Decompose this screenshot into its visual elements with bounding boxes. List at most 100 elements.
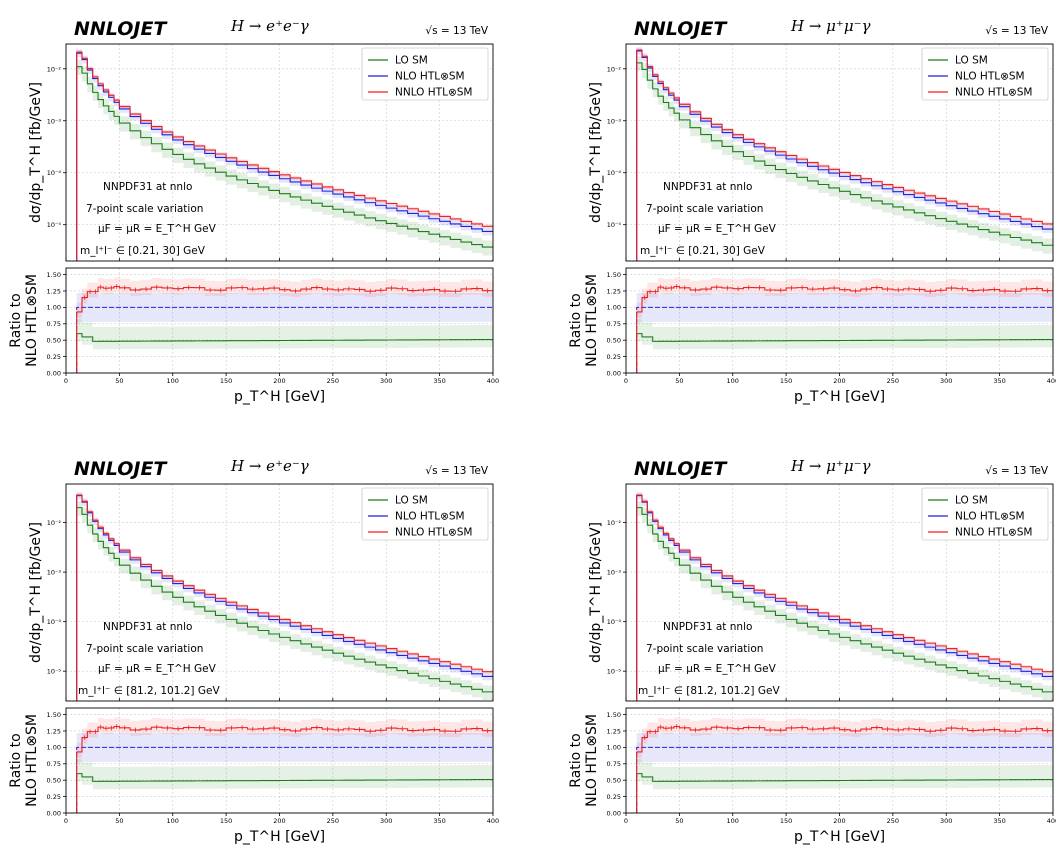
x-tick-label: 50 xyxy=(115,377,123,385)
x-tick-label: 100 xyxy=(727,817,739,825)
energy-label: √s = 13 TeV xyxy=(425,25,488,37)
legend-entry-1: NLO HTL⊗SM xyxy=(955,511,1025,523)
panel-title: NNLOJET xyxy=(74,458,168,480)
ratio-tick-label: 1.00 xyxy=(47,304,61,312)
x-tick-label: 350 xyxy=(993,817,1005,825)
ratio-line-1 xyxy=(636,306,1053,373)
ratio-tick-label: 0.25 xyxy=(607,793,621,801)
ratio-tick-label: 1.25 xyxy=(607,287,621,295)
process-label: H → e⁺e⁻γ xyxy=(230,457,309,475)
legend-entry-0: LO SM xyxy=(955,55,988,67)
ratio-line-1 xyxy=(76,746,493,813)
x-axis-label: p_T^H [GeV] xyxy=(234,389,325,405)
process-label: H → e⁺e⁻γ xyxy=(230,17,309,35)
x-tick-label: 300 xyxy=(940,377,952,385)
main-y-axis-label: dσ/dp_T^H [fb/GeV] xyxy=(588,522,604,663)
x-axis-label: p_T^H [GeV] xyxy=(234,829,325,845)
chart-panel-2: NNLOJET H → μ⁺μ⁻γ √s = 13 TeV 0 50 100 150 200 2… xyxy=(568,17,1056,405)
x-tick-label: 350 xyxy=(993,377,1005,385)
y-tick-label: 10⁻³ xyxy=(607,569,622,577)
x-axis-label: p_T^H [GeV] xyxy=(794,829,885,845)
series-line-2 xyxy=(636,49,1053,261)
legend-entry-2: NNLO HTL⊗SM xyxy=(395,527,472,539)
ratio-tick-label: 1.50 xyxy=(47,271,61,279)
series-line-2 xyxy=(76,494,493,701)
ratio-y-axis-label-line1: Ratio to xyxy=(8,293,24,347)
ratio-tick-label: 0.00 xyxy=(47,809,61,817)
annotation-4: m_l⁺l⁻ ∈ [0.21, 30] GeV xyxy=(80,245,206,257)
main-band-0 xyxy=(636,501,1053,701)
ratio-tick-label: 0.25 xyxy=(607,353,621,361)
y-tick-label: 10⁻³ xyxy=(607,117,622,125)
ratio-tick-label: 0.50 xyxy=(607,776,621,784)
annotation-1: NNPDF31 at nnlo xyxy=(663,181,752,193)
y-tick-label: 10⁻⁴ xyxy=(47,169,62,177)
ratio-tick-label: 1.50 xyxy=(607,711,621,719)
ratio-tick-label: 0.75 xyxy=(607,760,621,768)
x-tick-label: 300 xyxy=(380,817,392,825)
ratio-line-0 xyxy=(76,333,493,373)
legend: LO SM NLO HTL⊗SM NNLO HTL⊗SM xyxy=(361,47,489,101)
y-tick-label: 10⁻⁵ xyxy=(47,668,62,676)
panel-title: NNLOJET xyxy=(74,18,168,40)
main-band-0 xyxy=(636,56,1053,254)
annotation-4: m_l⁺l⁻ ∈ [81.2, 101.2] GeV xyxy=(78,685,220,697)
ratio-tick-label: 1.50 xyxy=(47,711,61,719)
ratio-line-0 xyxy=(76,773,493,813)
ratio-tick-label: 1.25 xyxy=(47,287,61,295)
ratio-tick-label: 0.75 xyxy=(47,320,61,328)
y-tick-label: 10⁻⁵ xyxy=(607,668,622,676)
panel-title: NNLOJET xyxy=(634,18,728,40)
chart-panel-1: NNLOJET H → e⁺e⁻γ √s = 13 TeV 0 50 100 150 200 2… xyxy=(8,17,499,405)
legend-entry-1: NLO HTL⊗SM xyxy=(955,71,1025,83)
series-line-2 xyxy=(76,51,493,261)
series-line-0 xyxy=(76,66,493,261)
x-tick-label: 200 xyxy=(833,377,845,385)
annotation-1: NNPDF31 at nnlo xyxy=(103,181,192,193)
legend-box xyxy=(361,47,489,101)
annotation-2: 7-point scale variation xyxy=(646,643,763,655)
legend: LO SM NLO HTL⊗SM NNLO HTL⊗SM xyxy=(361,487,489,541)
y-tick-label: 10⁻³ xyxy=(47,569,62,577)
legend-entry-0: LO SM xyxy=(395,495,428,507)
ratio-y-axis-label-line1: Ratio to xyxy=(8,733,24,787)
main-y-axis-label: dσ/dp_T^H [fb/GeV] xyxy=(28,522,44,663)
legend-box xyxy=(921,487,1049,541)
annotation-2: 7-point scale variation xyxy=(86,203,203,215)
x-axis-label: p_T^H [GeV] xyxy=(794,389,885,405)
x-tick-label: 300 xyxy=(940,817,952,825)
annotation-4: m_l⁺l⁻ ∈ [0.21, 30] GeV xyxy=(640,245,766,257)
main-band-0 xyxy=(76,59,494,256)
x-tick-label: 200 xyxy=(273,377,285,385)
panel-title: NNLOJET xyxy=(634,458,728,480)
ratio-tick-label: 1.00 xyxy=(47,744,61,752)
legend-box xyxy=(921,47,1049,101)
x-tick-label: 300 xyxy=(380,377,392,385)
y-tick-label: 10⁻² xyxy=(47,65,62,73)
y-tick-label: 10⁻³ xyxy=(47,117,62,125)
legend-entry-1: NLO HTL⊗SM xyxy=(395,71,465,83)
x-tick-label: 0 xyxy=(64,377,68,385)
ratio-tick-label: 1.50 xyxy=(607,271,621,279)
ratio-tick-label: 0.00 xyxy=(607,809,621,817)
ratio-tick-label: 0.75 xyxy=(607,320,621,328)
x-tick-label: 0 xyxy=(64,817,68,825)
x-tick-label: 400 xyxy=(487,377,499,385)
x-tick-label: 350 xyxy=(433,377,445,385)
annotation-3: μF = μR = E_T^H GeV xyxy=(98,223,217,235)
legend-entry-1: NLO HTL⊗SM xyxy=(395,511,465,523)
ratio-band-0 xyxy=(636,319,1053,350)
ratio-y-axis-label-line2: NLO HTL⊗SM xyxy=(24,714,40,807)
ratio-tick-label: 0.50 xyxy=(607,336,621,344)
ratio-band-0 xyxy=(76,319,494,350)
series-line-0 xyxy=(76,507,493,701)
annotation-3: μF = μR = E_T^H GeV xyxy=(658,223,777,235)
ratio-line-0 xyxy=(636,333,1053,373)
main-y-axis-label: dσ/dp_T^H [fb/GeV] xyxy=(588,82,604,223)
energy-label: √s = 13 TeV xyxy=(985,25,1048,37)
ratio-tick-label: 1.00 xyxy=(607,744,621,752)
y-tick-label: 10⁻² xyxy=(47,519,62,527)
x-tick-label: 200 xyxy=(273,817,285,825)
x-tick-label: 0 xyxy=(624,377,628,385)
